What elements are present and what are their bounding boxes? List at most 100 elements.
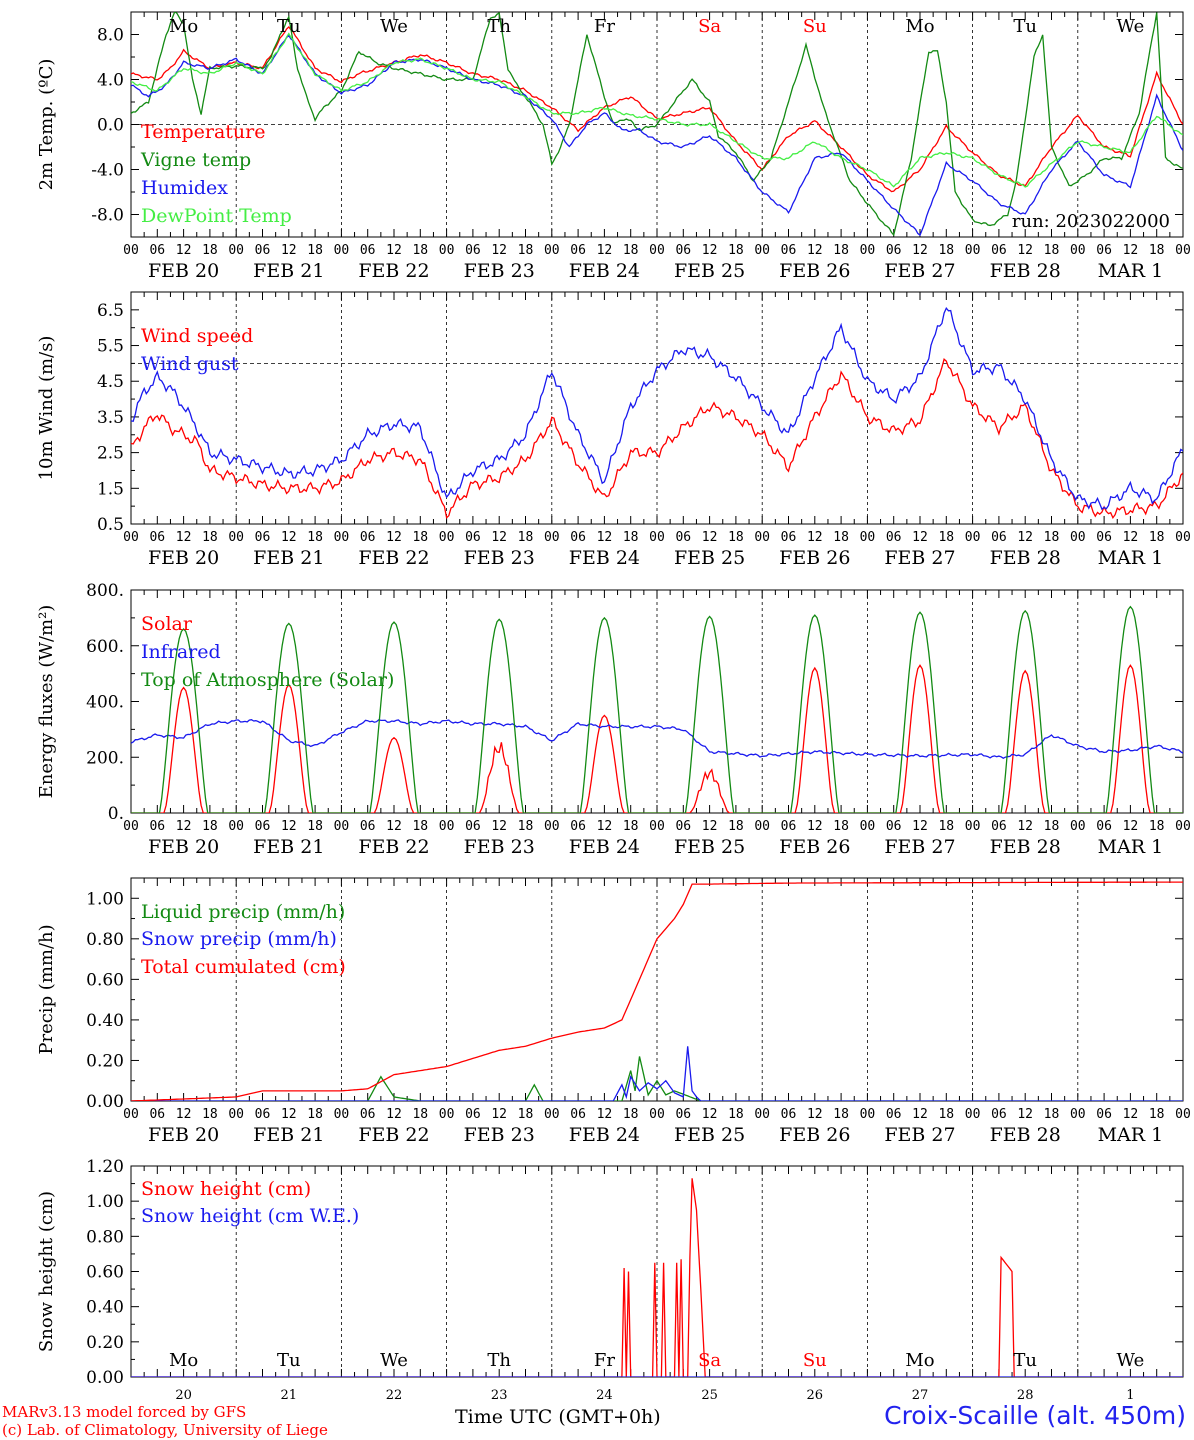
- x-hour-label: 00: [334, 819, 350, 834]
- x-hour-label: 18: [833, 819, 849, 834]
- y-tick-label: 400.: [86, 693, 124, 713]
- x-hour-label: 12: [912, 530, 928, 545]
- x-hour-label: 06: [465, 530, 481, 545]
- x-hour-label: 18: [833, 1107, 849, 1122]
- x-hour-label: 18: [728, 243, 744, 258]
- x-hour-label: 06: [675, 530, 691, 545]
- x-hour-label: 18: [1044, 1107, 1060, 1122]
- x-hour-label: 06: [781, 1107, 797, 1122]
- x-hour-label: 12: [386, 819, 402, 834]
- weekday-label: Mo: [169, 16, 198, 37]
- x-hour-label: 18: [623, 243, 639, 258]
- x-hour-label: 12: [1123, 243, 1139, 258]
- series-line-liquid-precip-mm-h-: [131, 1056, 1183, 1101]
- x-date-label: FEB 27: [884, 260, 955, 282]
- x-hour-label: 12: [1017, 819, 1033, 834]
- x-hour-label: 18: [1044, 243, 1060, 258]
- x-hour-label: 12: [597, 819, 613, 834]
- y-axis-label: Snow height (cm): [36, 1191, 57, 1352]
- x-hour-label: 18: [938, 243, 954, 258]
- x-hour-label: 18: [518, 530, 534, 545]
- series-line-temperature: [131, 26, 1183, 193]
- x-hour-label: 18: [1149, 243, 1165, 258]
- x-hour-label: 12: [176, 530, 192, 545]
- x-date-label: FEB 21: [253, 260, 324, 282]
- x-hour-label: 18: [1149, 1107, 1165, 1122]
- x-date-label: FEB 22: [358, 547, 429, 569]
- x-hour-label: 06: [255, 243, 271, 258]
- x-date-label: FEB 23: [464, 260, 535, 282]
- x-hour-label: 00: [754, 530, 770, 545]
- x-date-label: MAR 1: [1098, 260, 1164, 282]
- x-hour-label: 12: [1123, 1107, 1139, 1122]
- x-hour-label: 12: [281, 530, 297, 545]
- series-group: [131, 881, 1183, 1101]
- weekday-label: We: [1117, 1350, 1145, 1371]
- x-hour-label: 00: [439, 243, 455, 258]
- x-hour-label: 00: [754, 1107, 770, 1122]
- weekday-label: Tu: [277, 16, 301, 37]
- legend-entry: Snow height (cm): [141, 1178, 311, 1200]
- x-hour-label: 00: [754, 243, 770, 258]
- x-hour-label: 00: [439, 1107, 455, 1122]
- x-hour-label: 06: [781, 530, 797, 545]
- x-hour-label: 12: [702, 530, 718, 545]
- x-hour-label: 06: [1096, 530, 1112, 545]
- x-hour-label: 18: [1149, 530, 1165, 545]
- x-date-label: FEB 23: [464, 547, 535, 569]
- x-date-label: FEB 20: [148, 260, 219, 282]
- x-hour-label: 18: [833, 530, 849, 545]
- x-hour-label: 18: [307, 530, 323, 545]
- x-hour-label: 00: [544, 243, 560, 258]
- x-hour-label: 18: [518, 1107, 534, 1122]
- y-tick-label: 0.00: [86, 1092, 124, 1112]
- panel-1: [130, 11, 1184, 238]
- y-tick-label: 0.20: [86, 1051, 124, 1071]
- legend-entry: Humidex: [141, 177, 228, 199]
- x-hour-label: 06: [255, 819, 271, 834]
- x-hour-label: 00: [334, 1107, 350, 1122]
- legend-entry: Top of Atmosphere (Solar): [141, 669, 394, 691]
- x-hour-label: 12: [702, 819, 718, 834]
- x-hour-label: 12: [702, 243, 718, 258]
- x-hour-label: 00: [123, 819, 139, 834]
- x-hour-label: 18: [518, 243, 534, 258]
- legend-entry: DewPoint Temp: [141, 205, 292, 227]
- legend-entry: Vigne temp: [140, 149, 251, 171]
- x-hour-label: 00: [544, 530, 560, 545]
- x-hour-label: 00: [1175, 243, 1191, 258]
- station-label: Croix-Scaille (alt. 450m): [884, 1401, 1186, 1430]
- x-hour-label: 12: [281, 819, 297, 834]
- x-hour-label: 12: [176, 243, 192, 258]
- x-hour-label: 06: [781, 243, 797, 258]
- x-hour-label: 06: [991, 530, 1007, 545]
- x-hour-label: 18: [412, 243, 428, 258]
- legend-entry: Wind speed: [141, 325, 253, 347]
- weekday-label: Th: [487, 1350, 511, 1371]
- x-hour-label: 12: [702, 1107, 718, 1122]
- x-date-label: FEB 28: [990, 547, 1061, 569]
- x-hour-label: 06: [886, 243, 902, 258]
- x-hour-label: 06: [149, 243, 165, 258]
- y-tick-label: 1.00: [86, 1192, 124, 1212]
- y-axis-label: 2m Temp. (ºC): [36, 59, 57, 191]
- x-hour-label: 00: [228, 243, 244, 258]
- panel-2: [130, 291, 1184, 525]
- x-hour-label: 00: [228, 530, 244, 545]
- series-line-total-cumulated-cm-: [131, 881, 1183, 1101]
- x-hour-label: 06: [255, 530, 271, 545]
- x-hour-label: 06: [675, 1107, 691, 1122]
- x-date-label: FEB 24: [569, 260, 640, 282]
- weekday-label: Tu: [277, 1350, 301, 1371]
- x-hour-label: 12: [1123, 819, 1139, 834]
- x-date-label: FEB 27: [884, 836, 955, 858]
- y-tick-label: 4.5: [97, 372, 124, 392]
- weekday-label: We: [1117, 16, 1145, 37]
- x-date-label: FEB 28: [990, 836, 1061, 858]
- y-tick-label: 0.60: [86, 970, 124, 990]
- x-hour-label: 12: [491, 1107, 507, 1122]
- x-date-label: FEB 21: [253, 547, 324, 569]
- x-date-label: FEB 26: [779, 260, 850, 282]
- x-hour-label: 06: [360, 530, 376, 545]
- x-date-label: FEB 20: [148, 1124, 219, 1146]
